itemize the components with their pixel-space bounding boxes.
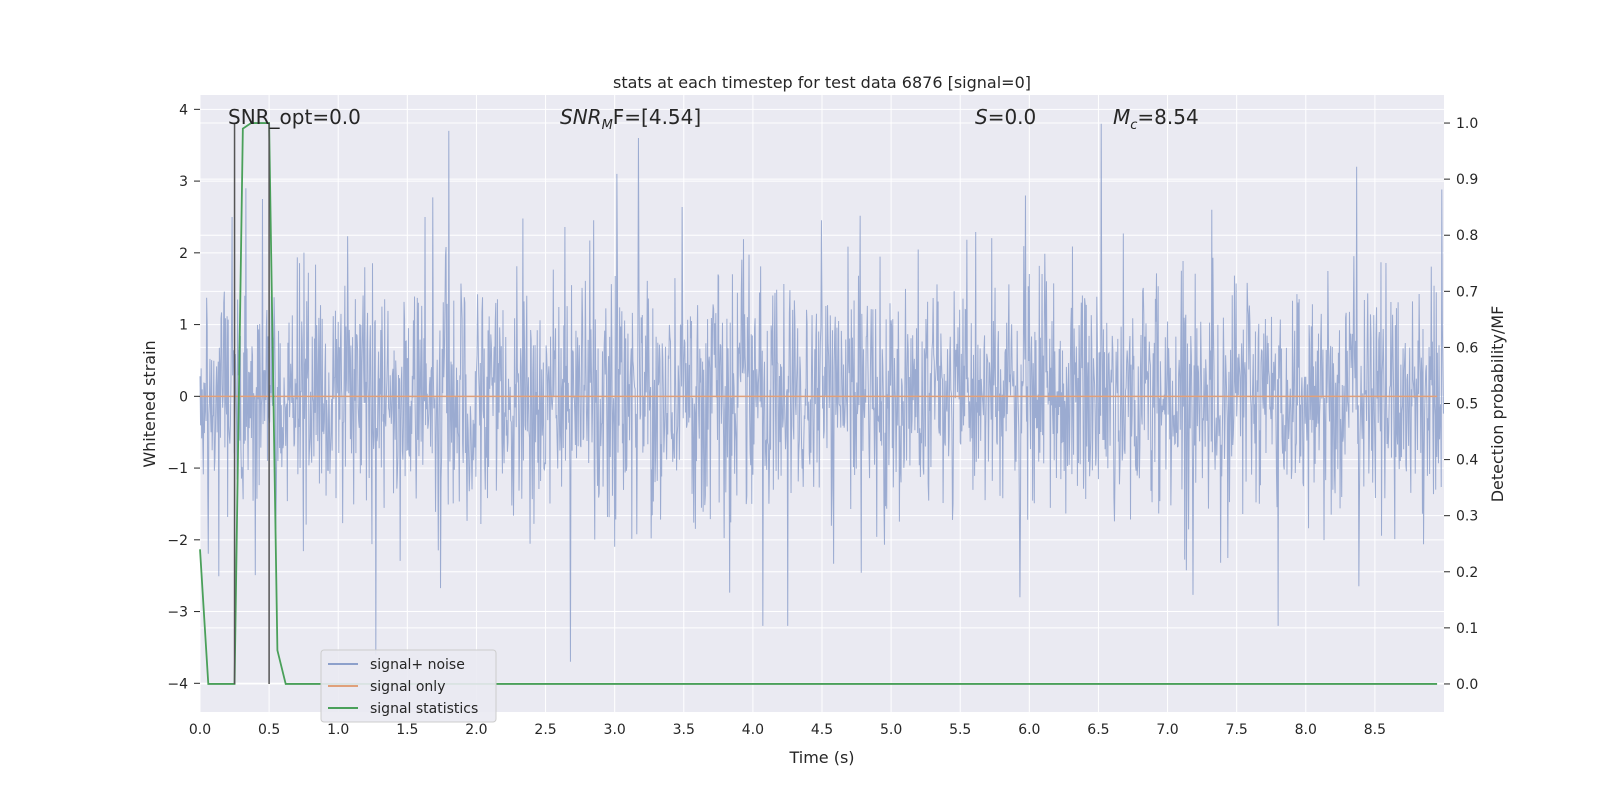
chart-title: stats at each timestep for test data 687…: [613, 73, 1031, 92]
annotation-s: S=0.0: [975, 105, 1036, 129]
x-tick-label: 0.5: [258, 722, 280, 738]
x-tick-label: 8.5: [1364, 722, 1386, 738]
x-tick-label: 0.0: [189, 722, 211, 738]
y-left-tick-label: −4: [167, 676, 188, 692]
legend-label-signal-noise: signal+ noise: [370, 657, 465, 673]
y-right-tick-label: 0.7: [1456, 284, 1478, 300]
signal-noise-line: [199, 123, 1444, 662]
y-left-tick-label: 4: [179, 102, 188, 118]
legend-label-signal-statistics: signal statistics: [370, 701, 478, 717]
y-right-tick-label: 0.5: [1456, 397, 1478, 413]
x-tick-label: 2.5: [534, 722, 556, 738]
annotation-snr-opt: SNR_opt=0.0: [228, 105, 361, 129]
annotation-mc-main: M: [1113, 105, 1130, 129]
y-right-tick-label: 0.0: [1456, 677, 1478, 693]
annotation-snr-mf-rest: F=[4.54]: [613, 105, 701, 129]
line-series: [199, 122, 1438, 685]
x-tick-label: 1.5: [396, 722, 418, 738]
annotation-s-rest: =0.0: [988, 105, 1037, 129]
annotation-mc-sub: c: [1130, 118, 1137, 133]
y-right-tick-label: 0.4: [1456, 453, 1478, 469]
signal-statistics-line: [199, 122, 1438, 685]
y-right-tick-label: 0.8: [1456, 228, 1478, 244]
x-tick-label: 3.5: [673, 722, 695, 738]
x-tick-label: 7.0: [1156, 722, 1178, 738]
x-tick-label: 1.0: [327, 722, 349, 738]
y-left-tick-label: −3: [167, 605, 188, 621]
grid: [199, 95, 1444, 712]
y-right-tick-label: 0.3: [1456, 509, 1478, 525]
x-tick-label: 5.0: [880, 722, 902, 738]
y-left-tick-label: 3: [179, 174, 188, 190]
x-tick-label: 2.0: [465, 722, 487, 738]
y-left-tick-label: 0: [179, 389, 188, 405]
x-tick-label: 5.5: [949, 722, 971, 738]
annotation-snr-mf-main: SNR: [560, 105, 602, 129]
annotation-mc-rest: =8.54: [1137, 105, 1198, 129]
x-tick-label: 3.0: [604, 722, 626, 738]
y-right-tick-label: 0.6: [1456, 340, 1478, 356]
y-right-tick-label: 0.2: [1456, 565, 1478, 581]
signal-noise-series: [199, 123, 1444, 662]
y-left-tick-label: −2: [167, 533, 188, 549]
annotation-s-main: S: [975, 105, 988, 129]
x-tick-label: 8.0: [1295, 722, 1317, 738]
annotation-snr-mf: SNRMF=[4.54]: [560, 105, 701, 133]
x-tick-label: 4.5: [811, 722, 833, 738]
y-axis-label-right: Detection probability/MF: [1488, 306, 1507, 503]
y-right-tick-label: 1.0: [1456, 116, 1478, 132]
legend: signal+ noise signal only signal statist…: [320, 649, 497, 723]
y-right-tick-label: 0.9: [1456, 172, 1478, 188]
legend-box: [320, 649, 497, 723]
vertical-markers: [233, 123, 270, 684]
annotation-snr-mf-sub: M: [602, 118, 613, 133]
y-left-tick-label: −1: [167, 461, 188, 477]
y-axis-label-left: Whitened strain: [140, 340, 159, 467]
x-tick-label: 7.5: [1226, 722, 1248, 738]
y-left-tick-label: 1: [179, 318, 188, 334]
x-tick-label: 6.5: [1087, 722, 1109, 738]
x-tick-label: 4.0: [742, 722, 764, 738]
x-axis-label: Time (s): [788, 748, 854, 767]
y-left-tick-label: 2: [179, 246, 188, 262]
y-right-tick-label: 0.1: [1456, 621, 1478, 637]
tick-labels: 0.0 0.5 1.0 1.5 2.0 2.5 3.0 3.5 4.0 4.5 5.0 5.5 6.0 6…: [167, 102, 1478, 738]
annotation-mc: Mc=8.54: [1113, 105, 1199, 133]
legend-label-signal-only: signal only: [370, 679, 445, 695]
x-tick-label: 6.0: [1018, 722, 1040, 738]
